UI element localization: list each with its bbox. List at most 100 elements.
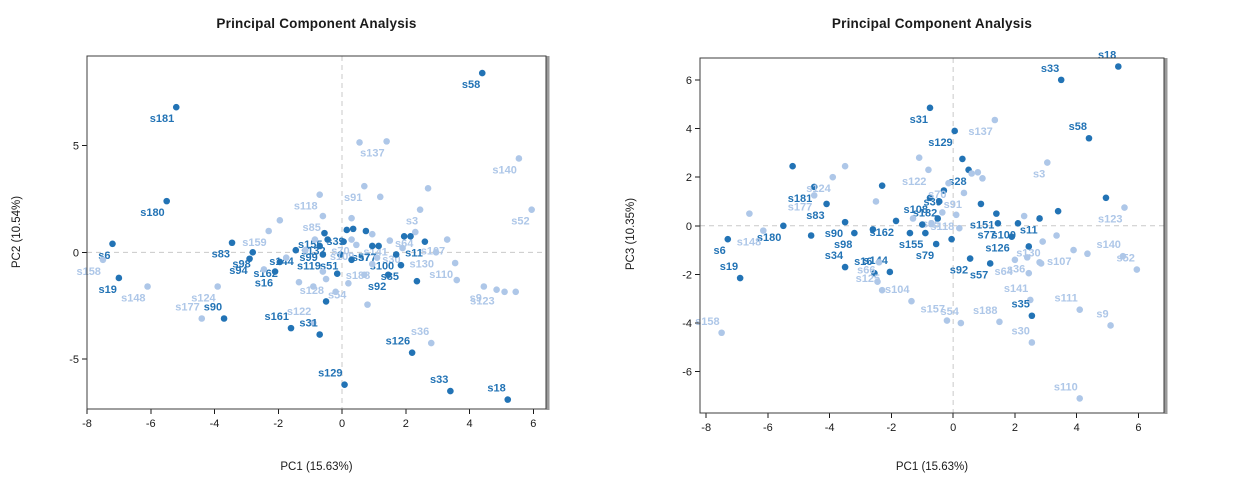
point-label: s140 bbox=[492, 164, 516, 176]
point-label: s19 bbox=[720, 261, 738, 273]
point-label: s100 bbox=[370, 260, 394, 272]
data-point bbox=[994, 220, 1002, 227]
plot-frame bbox=[699, 57, 1165, 414]
data-point bbox=[416, 206, 424, 213]
data-point bbox=[1008, 233, 1016, 241]
data-point bbox=[869, 226, 877, 233]
data-point bbox=[319, 268, 327, 275]
point-label: s70 bbox=[928, 189, 946, 201]
point-label: s132 bbox=[301, 246, 325, 258]
point-label: s126 bbox=[386, 336, 410, 348]
data-point bbox=[979, 175, 986, 182]
chart-title: Principal Component Analysis bbox=[831, 16, 1033, 31]
data-point bbox=[368, 260, 376, 268]
data-point bbox=[1076, 306, 1084, 313]
data-point bbox=[302, 246, 309, 254]
data-point bbox=[321, 229, 328, 237]
data-point bbox=[977, 200, 985, 208]
data-point bbox=[993, 210, 1000, 217]
data-point bbox=[957, 319, 965, 327]
data-point bbox=[922, 229, 929, 237]
data-point bbox=[1053, 232, 1060, 239]
data-point bbox=[512, 288, 520, 296]
point-label: s57 bbox=[970, 269, 988, 281]
point-label: s118 bbox=[930, 221, 954, 233]
data-point bbox=[918, 221, 926, 228]
data-point bbox=[310, 319, 317, 327]
data-point bbox=[383, 138, 390, 145]
x-tick-label: -8 bbox=[701, 422, 711, 434]
point-label: s83 bbox=[806, 210, 824, 222]
data-point bbox=[528, 206, 535, 213]
point-label: s161 bbox=[265, 311, 289, 323]
data-point bbox=[345, 279, 352, 287]
data-point bbox=[915, 154, 923, 161]
point-label: s99 bbox=[299, 252, 317, 264]
data-point bbox=[324, 236, 331, 243]
data-point bbox=[966, 255, 974, 262]
point-label: s122 bbox=[902, 176, 926, 188]
data-point bbox=[343, 226, 351, 234]
data-point bbox=[292, 246, 300, 254]
point-label: s158 bbox=[695, 316, 719, 328]
data-point bbox=[198, 315, 206, 322]
data-point bbox=[349, 225, 357, 233]
data-point bbox=[421, 238, 429, 245]
point-label: s92 bbox=[950, 265, 968, 277]
data-point bbox=[810, 183, 818, 191]
point-label: s31 bbox=[910, 114, 928, 126]
data-point bbox=[348, 236, 355, 243]
data-point bbox=[341, 381, 348, 388]
y-tick-label: 2 bbox=[686, 172, 692, 184]
x-axis-label: PC1 (15.63%) bbox=[895, 461, 969, 473]
data-point bbox=[948, 235, 955, 243]
data-point bbox=[851, 229, 858, 237]
point-label: s144 bbox=[269, 256, 294, 268]
data-point bbox=[451, 259, 459, 267]
data-point bbox=[408, 349, 416, 356]
data-point bbox=[780, 222, 787, 230]
point-label: s3 bbox=[1033, 169, 1045, 181]
point-label: s70 bbox=[331, 246, 349, 258]
point-label: s128 bbox=[300, 285, 324, 297]
data-point bbox=[872, 198, 880, 205]
point-label: s140 bbox=[1096, 239, 1120, 251]
point-label: s83 bbox=[212, 249, 230, 261]
data-point bbox=[807, 232, 815, 239]
data-point bbox=[412, 228, 419, 236]
data-point bbox=[943, 317, 951, 324]
data-point bbox=[959, 155, 966, 163]
point-label: s34 bbox=[825, 250, 844, 262]
data-point bbox=[249, 249, 257, 256]
data-point bbox=[935, 198, 943, 205]
point-label: s64 bbox=[995, 266, 1014, 278]
point-label: s177 bbox=[175, 302, 199, 314]
data-point bbox=[736, 274, 744, 282]
data-point bbox=[928, 220, 935, 227]
data-point bbox=[934, 215, 942, 222]
data-point bbox=[1121, 204, 1128, 211]
data-point bbox=[144, 283, 151, 290]
point-label: s137 bbox=[360, 147, 384, 159]
data-point bbox=[1057, 76, 1065, 84]
y-tick-label: 6 bbox=[686, 75, 692, 87]
data-point bbox=[316, 331, 323, 338]
data-point bbox=[968, 170, 975, 177]
point-label: s125 bbox=[856, 273, 880, 285]
point-label: s141 bbox=[1004, 283, 1028, 295]
data-point bbox=[810, 192, 818, 199]
data-point bbox=[356, 139, 363, 146]
point-label: s126 bbox=[985, 243, 1009, 255]
data-point bbox=[316, 191, 323, 199]
point-label: s91 bbox=[344, 192, 362, 204]
data-point bbox=[322, 275, 330, 283]
point-label: s90 bbox=[825, 228, 843, 240]
data-point bbox=[932, 240, 940, 248]
point-label: s110 bbox=[429, 269, 453, 281]
point-label: s177 bbox=[788, 201, 812, 213]
point-label: s90 bbox=[204, 302, 222, 314]
x-tick-label: 2 bbox=[403, 418, 409, 430]
point-label: s158 bbox=[76, 266, 100, 278]
